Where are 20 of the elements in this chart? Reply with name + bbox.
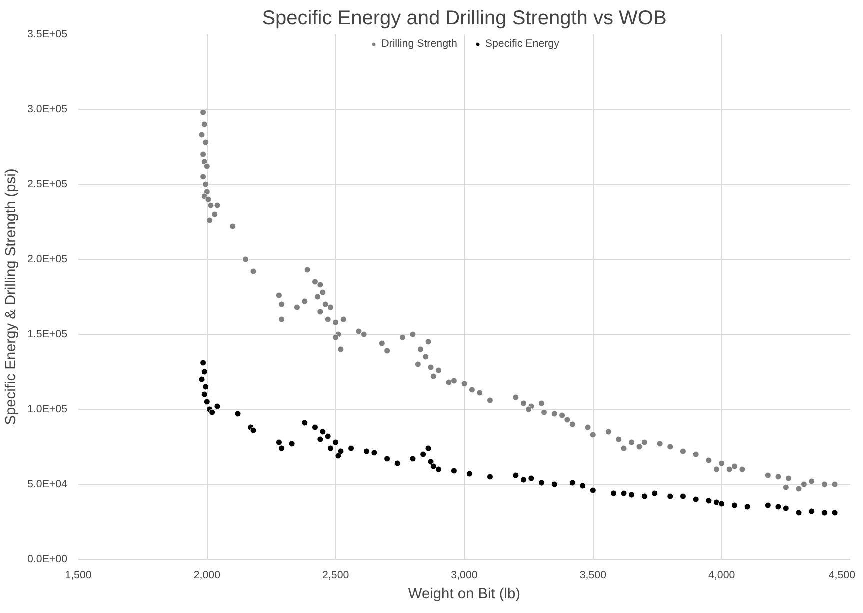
y-tick-label: 0.0E+00	[28, 554, 68, 566]
x-tick-label: 4,000	[708, 570, 736, 582]
x-tick-label: 4,500	[828, 570, 856, 582]
y-axis-title: Specific Energy & Drilling Strength (psi)	[4, 168, 20, 426]
y-tick-label: 3.0E+05	[28, 104, 68, 116]
y-tick-label: 3.5E+05	[28, 28, 68, 40]
y-tick-label: 2.5E+05	[28, 178, 68, 190]
legend-label: Specific Energy	[485, 38, 560, 50]
x-tick-label: 2,000	[194, 570, 221, 582]
chart-title: Specific Energy and Drilling Strength vs WOB	[262, 8, 667, 30]
y-tick-label: 2.0E+05	[28, 254, 68, 266]
x-tick-label: 2,500	[322, 570, 350, 582]
x-axis-title: Weight on Bit (lb)	[408, 586, 521, 602]
x-tick-label: 3,000	[451, 570, 478, 582]
y-tick-label: 5.0E+04	[28, 478, 68, 490]
y-tick-label: 1.5E+05	[28, 328, 68, 340]
legend-label: Drilling Strength	[382, 38, 458, 50]
x-tick-label: 1,500	[65, 570, 92, 582]
x-tick-label: 3,500	[580, 570, 607, 582]
y-tick-label: 1.0E+05	[28, 404, 68, 416]
